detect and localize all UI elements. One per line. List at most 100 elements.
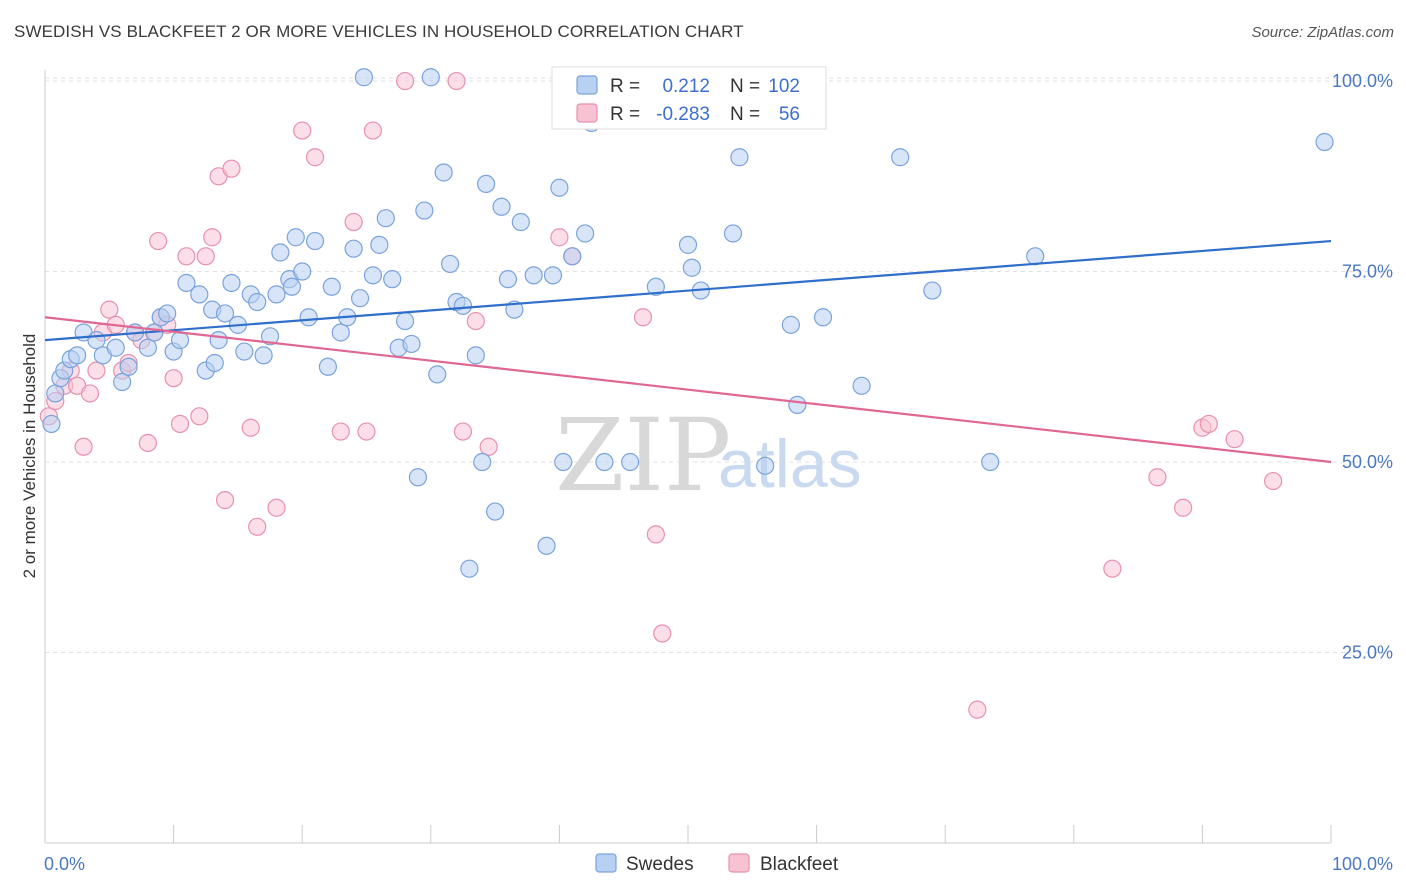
swedes-point: [852, 376, 871, 395]
legend-bottom-swedes-label: Swedes: [626, 854, 694, 875]
blackfeet-point: [344, 212, 363, 232]
swedes-point: [415, 201, 434, 220]
blackfeet-point: [190, 407, 209, 426]
swedes-point: [254, 346, 273, 365]
blackfeet-point: [305, 148, 325, 167]
watermark: ZIP atlas: [555, 397, 862, 514]
axes: [44, 70, 1332, 844]
blackfeet-point: [1225, 430, 1244, 449]
swedes-point: [466, 346, 485, 365]
y-axis-label: 2 or more Vehicles in Household: [20, 334, 39, 579]
blackfeet-point: [1174, 498, 1193, 517]
legend-bottom-blackfeet-swatch: [728, 853, 750, 873]
swedes-trend-line: [44, 239, 1332, 342]
swedes-point: [322, 277, 341, 296]
blackfeet-point: [215, 491, 235, 510]
legend-bottom-blackfeet-label: Blackfeet: [760, 854, 839, 875]
blackfeet-point: [241, 418, 260, 437]
swedes-point: [293, 262, 312, 281]
swedes-point: [537, 536, 556, 555]
watermark-zip: ZIP: [555, 397, 731, 514]
swedes-point: [723, 224, 743, 243]
legend-swedes-n-value: 102: [768, 76, 800, 97]
swedes-point: [595, 452, 614, 472]
legend-top-box: [551, 66, 827, 130]
x-tick-label-min: 0.0%: [44, 854, 85, 874]
blackfeet-point: [138, 433, 157, 453]
blackfeet-point: [196, 247, 215, 266]
blackfeet-point: [267, 498, 286, 517]
swedes-point: [370, 235, 389, 254]
blackfeet-point: [395, 71, 415, 91]
legend-blackfeet-swatch: [576, 103, 598, 123]
swedes-point: [428, 365, 447, 384]
swedes-point: [421, 68, 440, 87]
swedes-point: [318, 357, 338, 376]
swedes-point: [550, 178, 569, 197]
swedes-point: [402, 334, 421, 354]
legend-blackfeet-n-value: 56: [779, 104, 800, 125]
grid-lines: [45, 77, 1386, 654]
swedes-point: [350, 289, 370, 308]
swedes-point: [453, 296, 473, 315]
blackfeet-point: [646, 525, 665, 544]
swedes-point: [1315, 132, 1334, 152]
x-tick-labels: 0.0% 100.0%: [44, 854, 1393, 874]
swedes-point: [383, 270, 402, 289]
blackfeet-point: [363, 121, 383, 140]
legend-blackfeet-r-value: -0.283: [656, 104, 710, 125]
swedes-point: [434, 163, 453, 182]
swedes-point: [177, 273, 196, 293]
swedes-point: [473, 452, 492, 472]
blackfeet-point: [968, 700, 987, 719]
y-tick-labels: 25.0% 50.0% 75.0% 100.0%: [1332, 71, 1393, 662]
legend-blackfeet-r-label: R =: [610, 104, 640, 125]
swedes-point: [286, 228, 305, 247]
swedes-point: [271, 243, 290, 262]
swedes-point: [476, 174, 496, 194]
blackfeet-point: [293, 121, 312, 140]
swedes-point: [305, 231, 325, 251]
swedes-point: [460, 559, 479, 578]
legend-swedes-r-label: R =: [610, 76, 640, 97]
blackfeet-point: [653, 624, 672, 643]
swedes-point: [492, 197, 511, 216]
blackfeet-point: [149, 231, 168, 251]
swedes-point: [68, 346, 87, 365]
swedes-point: [363, 266, 383, 285]
swedes-point: [781, 315, 800, 334]
swedes-point: [205, 353, 224, 373]
blackfeet-point: [100, 300, 119, 319]
swedes-point: [646, 277, 665, 296]
blackfeet-point: [357, 422, 376, 441]
swedes-point: [621, 452, 640, 472]
blackfeet-point: [1199, 414, 1218, 434]
swedes-point: [299, 308, 318, 327]
blackfeet-point: [1264, 471, 1283, 491]
swedes-point: [756, 456, 775, 475]
swedes-point: [486, 502, 505, 521]
blackfeet-point: [447, 71, 466, 91]
blackfeet-point: [222, 159, 241, 178]
swedes-point: [1026, 247, 1045, 266]
legend-top: R = 0.212 N = 102 R = -0.283 N = 56: [551, 66, 827, 130]
swedes-point: [678, 235, 698, 254]
swedes-point: [215, 304, 235, 323]
swedes-point: [981, 452, 1000, 472]
swedes-point: [267, 285, 286, 304]
swedes-point: [354, 68, 374, 87]
legend-bottom: Swedes Blackfeet: [595, 853, 839, 875]
blackfeet-point: [170, 414, 190, 434]
swedes-point: [682, 258, 701, 277]
blackfeet-point: [87, 361, 106, 380]
swedes-point: [376, 209, 395, 228]
y-tick-label-75: 75.0%: [1342, 262, 1393, 282]
swedes-point: [395, 311, 415, 331]
swedes-point: [119, 357, 138, 376]
swedes-point: [408, 468, 428, 487]
swedes-point: [576, 224, 595, 243]
blackfeet-point: [80, 384, 100, 403]
swedes-point: [331, 323, 350, 342]
blackfeet-point: [177, 247, 196, 266]
